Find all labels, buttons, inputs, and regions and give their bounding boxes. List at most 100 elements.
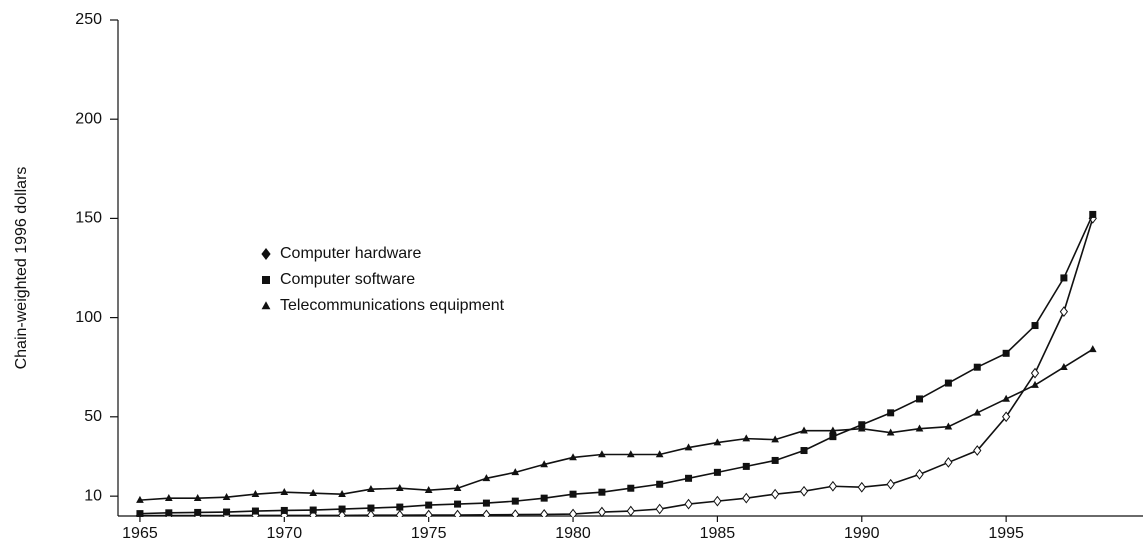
- marker: [540, 509, 549, 517]
- y-tick-label: 200: [75, 110, 102, 127]
- marker: [367, 485, 375, 493]
- marker: [338, 489, 346, 497]
- y-axis-title: Chain-weighted 1996 dollars: [13, 167, 30, 370]
- legend-label: Computer hardware: [280, 245, 422, 262]
- marker: [713, 468, 721, 476]
- marker: [685, 474, 693, 482]
- marker: [857, 424, 866, 432]
- marker: [453, 509, 462, 517]
- marker: [626, 505, 635, 517]
- marker: [916, 395, 924, 403]
- x-tick-label: 1990: [844, 525, 880, 542]
- marker: [367, 504, 375, 512]
- marker: [742, 434, 751, 442]
- marker: [1031, 322, 1039, 330]
- marker: [915, 468, 924, 480]
- marker: [742, 462, 750, 470]
- marker: [511, 468, 520, 476]
- marker: [482, 509, 491, 517]
- marker: [800, 426, 808, 434]
- marker: [395, 509, 404, 517]
- marker: [337, 510, 347, 517]
- marker: [800, 447, 808, 455]
- marker: [829, 426, 837, 434]
- marker: [222, 492, 231, 500]
- marker: [366, 509, 376, 517]
- marker: [194, 508, 202, 516]
- marker: [454, 500, 462, 508]
- marker: [771, 488, 780, 500]
- marker: [973, 408, 982, 416]
- marker: [569, 453, 577, 461]
- marker: [713, 438, 722, 446]
- marker: [1059, 306, 1069, 318]
- marker: [309, 506, 317, 514]
- marker: [973, 445, 982, 456]
- marker: [1002, 349, 1010, 357]
- marker: [223, 508, 231, 516]
- marker: [828, 480, 838, 492]
- marker: [540, 494, 548, 502]
- marker: [973, 363, 981, 371]
- marker: [915, 424, 924, 432]
- marker: [193, 493, 202, 501]
- marker: [511, 509, 520, 517]
- marker: [424, 509, 433, 517]
- marker: [887, 409, 895, 417]
- marker: [857, 481, 866, 493]
- marker: [1088, 345, 1097, 353]
- x-tick-label: 1995: [988, 525, 1024, 542]
- series-line: [139, 348, 1094, 501]
- marker: [1002, 411, 1011, 423]
- marker: [1089, 210, 1097, 218]
- marker: [799, 485, 809, 497]
- marker: [626, 450, 635, 458]
- y-tick-label: 250: [75, 11, 102, 28]
- marker: [136, 510, 144, 517]
- y-tick-label: 50: [84, 408, 102, 425]
- y-tick-label: 150: [75, 210, 102, 227]
- marker: [1060, 274, 1068, 282]
- x-tick-label: 1975: [411, 525, 447, 542]
- marker: [482, 499, 490, 507]
- marker: [453, 484, 462, 492]
- marker: [655, 503, 664, 515]
- x-tick-label: 1985: [700, 525, 736, 542]
- x-tick-label: 1980: [555, 525, 591, 542]
- legend-marker: [261, 247, 271, 261]
- legend-label: Computer software: [280, 271, 415, 288]
- marker: [944, 422, 953, 430]
- plot-area: [135, 210, 1097, 517]
- marker: [1031, 380, 1039, 388]
- marker: [165, 509, 173, 517]
- marker: [656, 480, 664, 488]
- marker: [655, 450, 664, 458]
- marker: [771, 456, 779, 464]
- marker: [684, 498, 693, 510]
- marker: [886, 428, 895, 436]
- y-tick-label: 10: [84, 487, 102, 504]
- marker: [1030, 367, 1040, 379]
- marker: [568, 508, 578, 517]
- marker: [569, 490, 577, 498]
- marker: [944, 379, 952, 387]
- marker: [309, 488, 318, 496]
- marker: [136, 495, 144, 503]
- marker: [425, 501, 433, 509]
- marker: [1002, 394, 1010, 402]
- legend-marker: [261, 301, 271, 310]
- marker: [742, 492, 751, 504]
- marker: [338, 505, 346, 513]
- marker: [251, 507, 259, 515]
- marker: [395, 484, 404, 492]
- marker: [280, 506, 288, 514]
- marker: [713, 495, 722, 507]
- legend-label: Telecommunications equipment: [280, 297, 505, 314]
- marker: [627, 484, 635, 492]
- series-line: [139, 218, 1094, 517]
- marker: [251, 489, 260, 497]
- marker: [309, 510, 318, 517]
- x-tick-label: 1965: [122, 525, 158, 542]
- marker: [164, 493, 173, 501]
- y-tick-label: 100: [75, 309, 102, 326]
